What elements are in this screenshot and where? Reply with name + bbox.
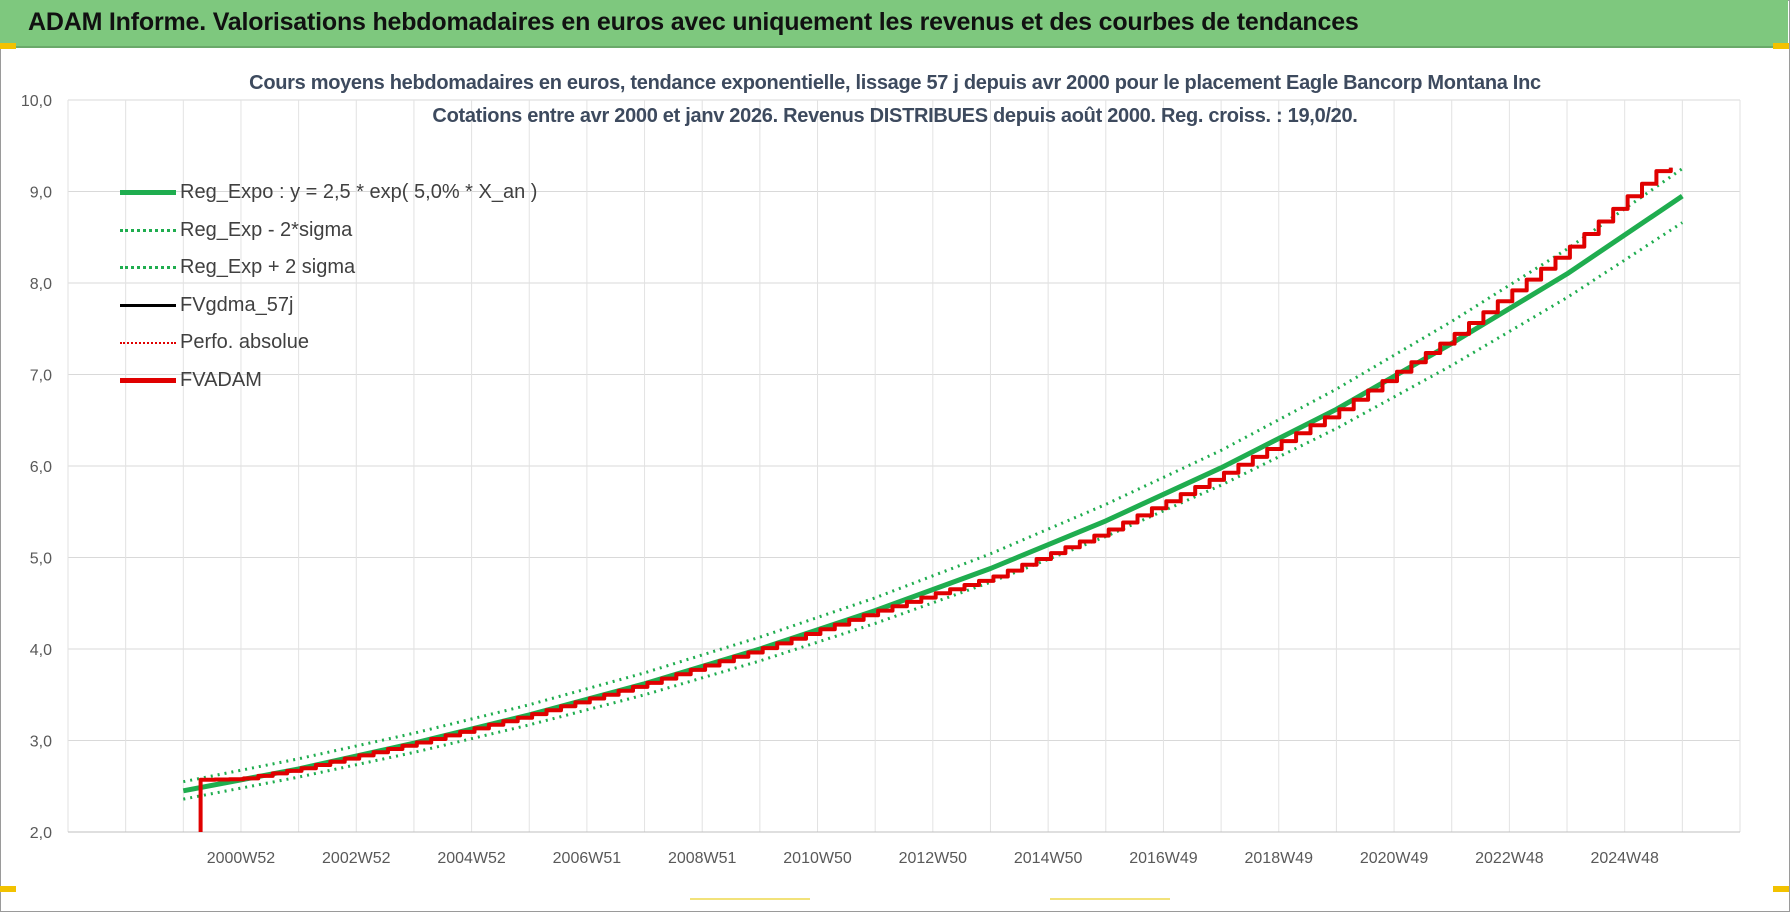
legend-item-fvgdma: FVgdma_57j [120, 287, 537, 325]
y-tick-label: 4,0 [30, 642, 52, 659]
report-title: ADAM Informe. Valorisations hebdomadaire… [28, 8, 1359, 36]
legend-swatch-fvadam [120, 377, 176, 383]
y-tick-label: 10,0 [21, 93, 52, 110]
bottom-accent-mark [1050, 898, 1170, 900]
x-tick-label: 2010W50 [783, 850, 852, 867]
x-tick-label: 2008W51 [668, 850, 737, 867]
legend-item-perfo-absolue: Perfo. absolue [120, 324, 537, 362]
y-axis-tick-labels: 2,0 3,0 4,0 5,0 6,0 7,0 8,0 9,0 10,0 [21, 93, 52, 842]
legend-label-reg-expo: Reg_Expo : y = 2,5 * exp( 5,0% * X_an ) [180, 181, 538, 204]
corner-mark-top-right [1773, 43, 1789, 49]
x-tick-label: 2002W52 [322, 850, 391, 867]
x-tick-label: 2006W51 [553, 850, 622, 867]
legend-label-perfo-absolue: Perfo. absolue [180, 331, 309, 354]
y-tick-label: 3,0 [30, 734, 52, 751]
x-tick-label: 2000W52 [207, 850, 276, 867]
chart-legend: Reg_Expo : y = 2,5 * exp( 5,0% * X_an ) … [120, 174, 537, 399]
x-tick-label: 2020W49 [1360, 850, 1429, 867]
y-tick-label: 2,0 [30, 825, 52, 842]
legend-item-fvadam: FVADAM [120, 362, 537, 400]
series-lines [182, 167, 1684, 832]
reg-exp-plus-2sigma-line [183, 167, 1684, 784]
legend-swatch-reg-exp-plus [120, 266, 176, 270]
x-tick-label: 2012W50 [899, 850, 968, 867]
chart-title-line-2: Cotations entre avr 2000 et janv 2026. R… [432, 105, 1358, 127]
corner-mark-bottom-right [1773, 886, 1789, 892]
perfo-absolue-line [199, 167, 1672, 832]
x-axis-tick-labels: 2000W52 2002W52 2004W52 2006W51 2008W51 2010W… [207, 850, 1659, 867]
y-tick-label: 8,0 [30, 276, 52, 293]
y-tick-label: 6,0 [30, 459, 52, 476]
report-banner: ADAM Informe. Valorisations hebdomadaire… [0, 0, 1788, 48]
x-tick-label: 2018W49 [1245, 850, 1314, 867]
x-tick-label: 2022W48 [1475, 850, 1544, 867]
legend-swatch-fvgdma [120, 303, 176, 307]
x-tick-label: 2014W50 [1014, 850, 1083, 867]
bottom-accent-mark [690, 898, 810, 900]
legend-label-fvadam: FVADAM [180, 368, 262, 391]
legend-label-reg-exp-minus: Reg_Exp - 2*sigma [180, 218, 353, 241]
corner-mark-top-left [0, 43, 16, 49]
corner-mark-bottom-left [0, 886, 16, 892]
legend-item-reg-exp-plus: Reg_Exp + 2 sigma [120, 249, 537, 287]
x-tick-label: 2004W52 [437, 850, 506, 867]
legend-swatch-perfo-absolue [120, 341, 176, 344]
y-tick-label: 7,0 [30, 368, 52, 385]
legend-item-reg-expo: Reg_Expo : y = 2,5 * exp( 5,0% * X_an ) [120, 174, 537, 212]
x-tick-label: 2016W49 [1129, 850, 1198, 867]
chart-title-line-1: Cours moyens hebdomadaires en euros, ten… [249, 72, 1541, 94]
legend-swatch-reg-exp-minus [120, 228, 176, 232]
legend-label-fvgdma: FVgdma_57j [180, 293, 294, 316]
y-tick-label: 5,0 [30, 551, 52, 568]
legend-swatch-reg-expo [120, 190, 176, 196]
x-tick-label: 2024W48 [1590, 850, 1659, 867]
legend-item-reg-exp-minus: Reg_Exp - 2*sigma [120, 212, 537, 250]
legend-label-reg-exp-plus: Reg_Exp + 2 sigma [180, 256, 356, 279]
y-tick-label: 9,0 [30, 185, 52, 202]
